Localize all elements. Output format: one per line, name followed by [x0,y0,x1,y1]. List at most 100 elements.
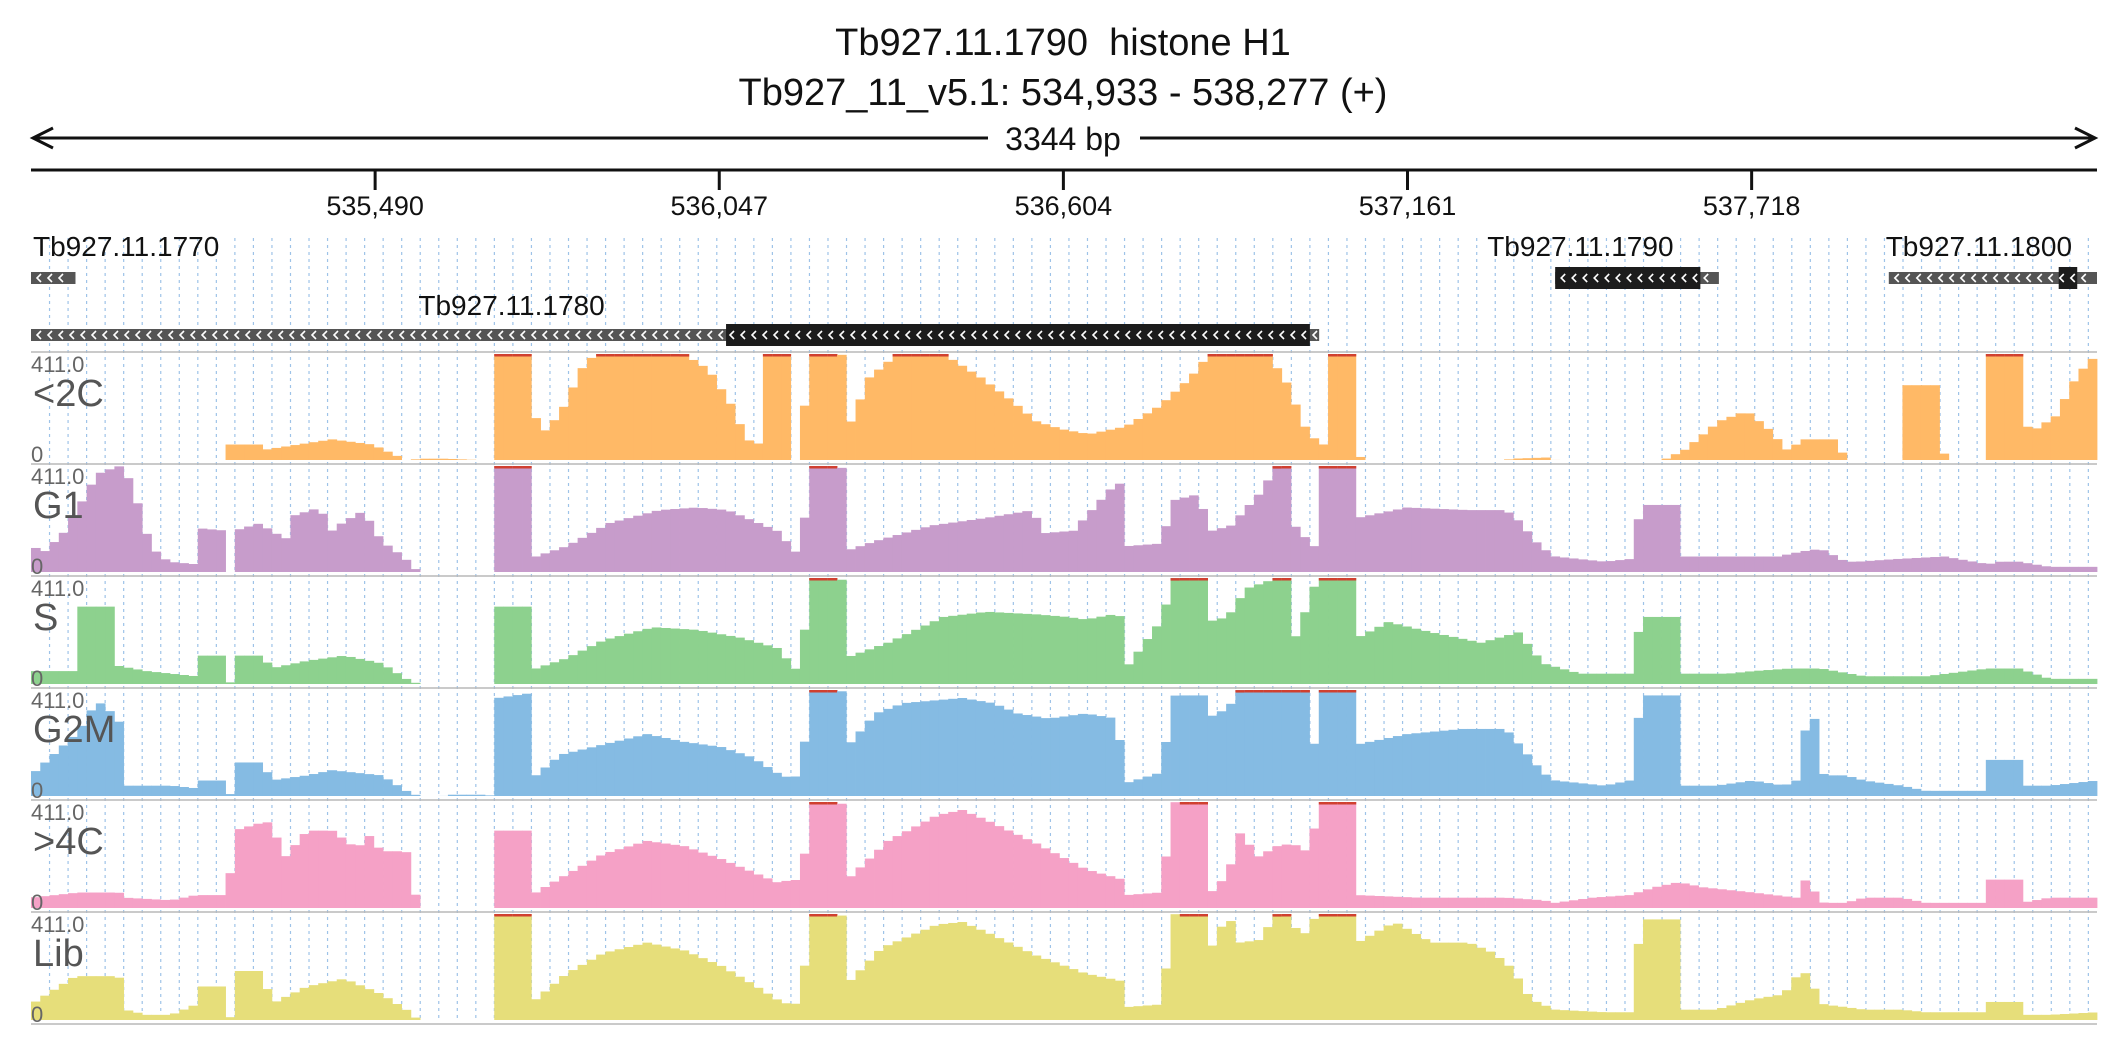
coverage-bar [735,753,745,796]
coverage-bar [1216,618,1227,684]
coverage-bar [883,361,894,460]
coverage-bar [1300,426,1310,460]
coverage-bar [1253,494,1264,572]
coverage-bar [1263,581,1273,684]
coverage-bar [216,655,226,684]
coverage-bar [179,563,189,572]
coverage-bar [1272,914,1283,1020]
track-name: G1 [33,485,84,527]
clip-marker [920,354,931,357]
coverage-bar [216,780,226,796]
coverage-bar [1559,669,1570,684]
coverage-bar [772,772,782,796]
coverage-bar [1485,897,1496,908]
y-max-label: 411.0 [31,464,84,489]
coverage-bar [1541,774,1551,796]
coverage-bar [1689,785,1700,796]
coverage-bar [1893,897,1903,908]
coverage-bar [744,440,755,460]
coverage-bar [1467,640,1477,684]
coverage-bar [1902,786,1913,796]
coverage-bar [522,354,532,460]
coverage-bar [1494,510,1505,572]
coverage-bar [1318,444,1329,460]
coverage-bar [688,849,699,908]
coverage-bar [2032,785,2042,796]
coverage-bar [1717,784,1727,796]
coverage-bar [957,521,968,572]
coverage-bar [1087,974,1097,1020]
coverage-bar [2013,561,2024,572]
coverage-bar [1837,1006,1848,1020]
strand-chevron [46,330,53,340]
coverage-bar [1161,856,1171,908]
strand-chevron [519,330,526,340]
strand-chevron [1091,330,1098,340]
coverage-bar [1198,578,1209,684]
coverage-bar [373,536,384,572]
coverage-bar [2059,1014,2070,1020]
coverage-bar [1355,895,1366,908]
coverage-bar [1142,893,1153,908]
coverage-bar [1559,1010,1570,1020]
coverage-bar [623,518,634,572]
coverage-bar [2022,785,2033,796]
coverage-bar [105,606,115,684]
track-name: <2C [33,373,104,415]
coverage-bar [753,987,764,1020]
coverage-bar [1837,452,1848,460]
clip-marker [1346,690,1357,693]
coverage-bar [1226,703,1236,796]
coverage-bar [1420,630,1431,684]
coverage-bar [623,633,634,684]
coverage-bar [1328,914,1338,1020]
coverage-bar [1911,1011,1922,1020]
coverage-bar [1077,972,1088,1020]
coverage-bar [1050,532,1060,572]
coverage-bar [1513,978,1523,1020]
clip-marker [827,466,838,469]
coverage-bar [1179,695,1190,796]
coverage-bar [1976,563,1987,572]
coverage-bar [549,759,560,796]
coverage-bar [855,970,866,1020]
clip-marker [605,354,616,357]
coverage-bar [1207,620,1218,684]
coverage-bar [40,671,50,684]
coverage-bar [1142,1005,1153,1020]
coverage-bar [1235,354,1246,460]
coverage-bar [938,616,949,684]
coverage-bar [2004,354,2015,460]
coverage-bar [1522,899,1533,908]
coverage-bar [253,523,264,572]
coverage-bar [753,523,764,572]
coverage-bar [1633,892,1644,908]
clip-marker [818,578,829,581]
coverage-bar [447,458,458,460]
coverage-bar [1485,640,1496,684]
coverage-bar [633,736,643,796]
coverage-bar [1596,561,1607,572]
coverage-bar [605,354,616,460]
coverage-bar [1124,545,1134,572]
strand-chevron [1937,273,1944,283]
coverage-bar [1707,673,1718,684]
strand-chevron [1212,330,1219,340]
coverage-bar [336,837,347,908]
clip-marker [809,466,819,469]
coverage-bar [1819,1004,1829,1020]
coverage-bar [262,449,273,460]
coverage-bar [142,898,152,908]
coverage-bar [151,672,162,684]
coverage-bar [1995,879,2005,908]
coverage-bar [1819,902,1829,908]
coverage-bar [2087,897,2098,908]
clip-marker [1253,354,1264,357]
coverage-bar [522,466,532,572]
coverage-bar [1883,1009,1894,1020]
clip-marker [809,802,819,805]
coverage-bar [1615,782,1625,796]
coverage-bar [1513,632,1523,684]
coverage-bar [837,467,847,572]
coverage-bar [58,894,69,908]
